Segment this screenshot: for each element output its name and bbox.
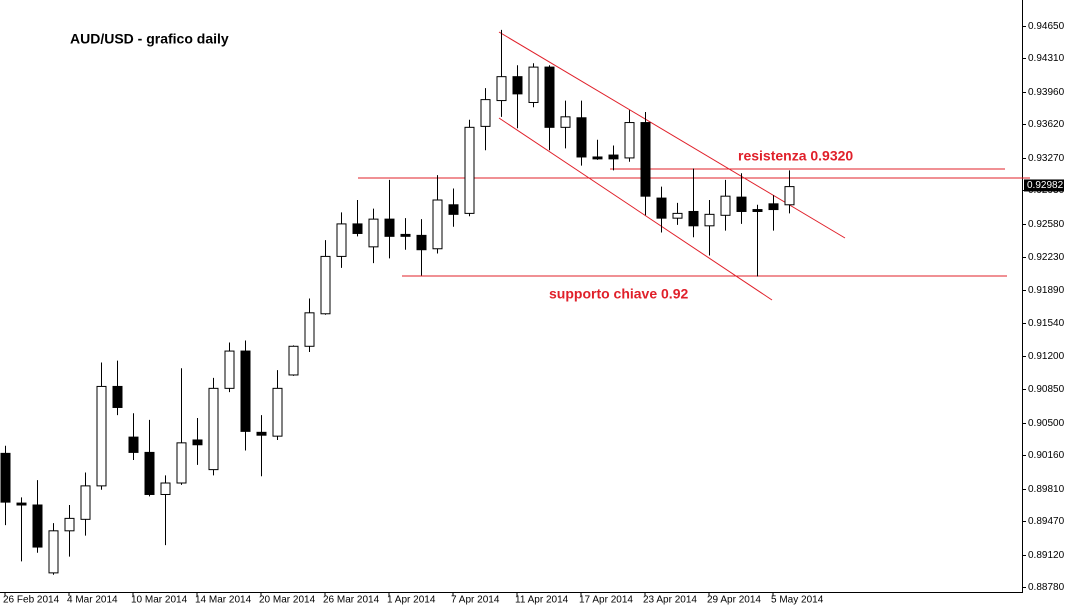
resistance-label: resistenza 0.9320: [738, 148, 853, 164]
candle-body: [144, 451, 155, 495]
candle-body: [752, 209, 763, 212]
candle-body: [32, 504, 43, 548]
candle-body: [112, 385, 123, 408]
y-tick-label: 0.88780: [1028, 582, 1065, 593]
price-label: 0.92982: [1027, 180, 1064, 191]
x-tick-label: 26 Feb 2014: [3, 595, 60, 606]
x-tick-label: 10 Mar 2014: [131, 595, 188, 606]
candle-body: [720, 195, 731, 216]
x-tick-label: 26 Mar 2014: [323, 595, 380, 606]
candle-body: [768, 203, 779, 211]
candle-body: [480, 99, 491, 127]
y-tick-label: 0.92580: [1028, 219, 1065, 230]
y-tick-label: 0.94310: [1028, 53, 1065, 64]
candle-body: [240, 350, 251, 432]
candle-body: [592, 156, 603, 160]
y-tick-label: 0.92230: [1028, 252, 1065, 263]
candle-body: [576, 117, 587, 158]
candle-body: [160, 482, 171, 495]
candle-body: [336, 223, 347, 257]
y-tick-label: 0.91890: [1028, 285, 1065, 296]
candle-body: [448, 204, 459, 215]
candle-body: [496, 76, 507, 102]
price-box: [1024, 179, 1064, 192]
candle-body: [624, 122, 635, 159]
y-tick-label: 0.91540: [1028, 318, 1065, 329]
y-tick-label: 0.90160: [1028, 450, 1065, 461]
candle-body: [464, 126, 475, 214]
x-tick-label: 23 Apr 2014: [643, 595, 697, 606]
candle-body: [544, 66, 555, 128]
x-tick-label: 7 Apr 2014: [451, 595, 500, 606]
candle-body: [784, 186, 795, 206]
candle-body: [208, 387, 219, 471]
y-tick-label: 0.93620: [1028, 119, 1065, 130]
y-tick-label: 0.90500: [1028, 418, 1065, 429]
y-tick-label: 0.90850: [1028, 384, 1065, 395]
candle-body: [672, 212, 683, 219]
y-tick-label: 0.93960: [1028, 87, 1065, 98]
candle-body: [560, 116, 571, 128]
candle-body: [688, 210, 699, 227]
y-tick-label: 0.91200: [1028, 351, 1065, 362]
candle-body: [640, 122, 651, 197]
candle-body: [0, 452, 11, 503]
x-tick-label: 4 Mar 2014: [67, 595, 118, 606]
candle-body: [416, 234, 427, 251]
candle-body: [608, 154, 619, 160]
x-tick-label: 17 Apr 2014: [579, 595, 633, 606]
candle-body: [304, 312, 315, 347]
channel-lower: [498, 117, 773, 301]
candle-body: [288, 345, 299, 376]
candle-body: [512, 76, 523, 95]
candle-body: [96, 385, 107, 487]
candle-body: [128, 436, 139, 453]
candle-body: [16, 502, 27, 506]
x-tick-label: 11 Apr 2014: [515, 595, 569, 606]
candle-body: [48, 530, 59, 574]
candle-body: [656, 197, 667, 219]
support-label: supporto chiave 0.92: [549, 286, 688, 302]
candle-body: [352, 223, 363, 234]
candle-body: [192, 439, 203, 446]
candle-body: [64, 517, 75, 532]
candle-body: [320, 255, 331, 315]
candle-body: [176, 442, 187, 484]
candle-body: [224, 350, 235, 389]
candle-body: [400, 233, 411, 237]
y-tick-label: 0.89810: [1028, 484, 1065, 495]
candle-body: [432, 199, 443, 250]
candle-body: [368, 218, 379, 248]
x-tick-label: 29 Apr 2014: [707, 595, 761, 606]
candle-body: [384, 218, 395, 237]
x-tick-label: 20 Mar 2014: [259, 595, 316, 606]
candle-body: [528, 66, 539, 103]
y-tick-label: 0.93270: [1028, 153, 1065, 164]
y-tick-label: 0.89470: [1028, 516, 1065, 527]
candle-body: [736, 196, 747, 212]
candle-body: [80, 485, 91, 520]
candle-body: [256, 431, 267, 436]
chart-title: AUD/USD - grafico daily: [70, 31, 229, 47]
candle-body: [272, 387, 283, 437]
x-tick-label: 5 May 2014: [771, 595, 824, 606]
y-tick-label: 0.89120: [1028, 550, 1065, 561]
x-tick-label: 14 Mar 2014: [195, 595, 252, 606]
x-tick-label: 1 Apr 2014: [387, 595, 436, 606]
y-tick-label: 0.94650: [1028, 21, 1065, 32]
candle-body: [704, 213, 715, 227]
